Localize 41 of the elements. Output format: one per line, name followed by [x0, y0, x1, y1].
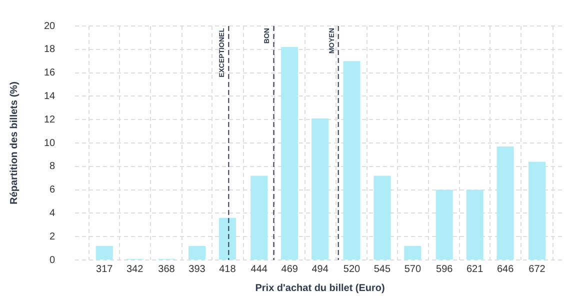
- y-tick-label: 18: [44, 44, 56, 56]
- bar: [496, 146, 514, 260]
- y-tick-label: 0: [50, 254, 56, 266]
- x-tick-label: 494: [312, 264, 329, 275]
- y-tick-label: 8: [50, 161, 56, 172]
- x-tick-label: 444: [250, 264, 268, 275]
- x-tick-label: 545: [374, 264, 391, 275]
- x-tick-label: 368: [158, 264, 176, 275]
- y-tick-label: 2: [50, 231, 56, 242]
- y-tick-label: 14: [44, 90, 56, 102]
- y-tick-label: 20: [44, 20, 56, 32]
- bar: [528, 162, 546, 260]
- x-tick-label: 646: [496, 264, 514, 275]
- y-tick-label: 12: [44, 114, 56, 126]
- bar: [374, 176, 391, 260]
- bar: [188, 246, 206, 260]
- x-tick-label: 596: [436, 264, 454, 275]
- x-axis-title: Prix d'achat du billet (Euro): [255, 282, 385, 294]
- bar: [404, 246, 422, 260]
- x-tick-label: 418: [219, 264, 236, 275]
- x-tick-label: 672: [528, 264, 546, 275]
- y-axis-title: Répartition des billets (%): [8, 82, 20, 204]
- bar: [250, 176, 268, 260]
- bar: [281, 47, 298, 260]
- y-tick-label: 16: [44, 68, 56, 79]
- x-tick-label: 469: [281, 264, 298, 275]
- x-tick-label: 520: [343, 264, 361, 275]
- bar: [436, 190, 453, 260]
- bar: [343, 61, 360, 260]
- x-tick-label: 393: [188, 264, 206, 275]
- y-tick-label: 10: [44, 138, 56, 149]
- bar: [96, 246, 113, 260]
- x-tick-label: 317: [96, 264, 114, 275]
- x-tick-label: 570: [404, 264, 422, 275]
- y-tick-label: 6: [50, 184, 56, 196]
- bar: [218, 218, 236, 260]
- x-tick-label: 342: [126, 264, 144, 275]
- bar: [466, 190, 484, 260]
- x-tick-label: 621: [466, 264, 484, 275]
- bar: [312, 118, 329, 260]
- y-tick-label: 4: [50, 208, 56, 219]
